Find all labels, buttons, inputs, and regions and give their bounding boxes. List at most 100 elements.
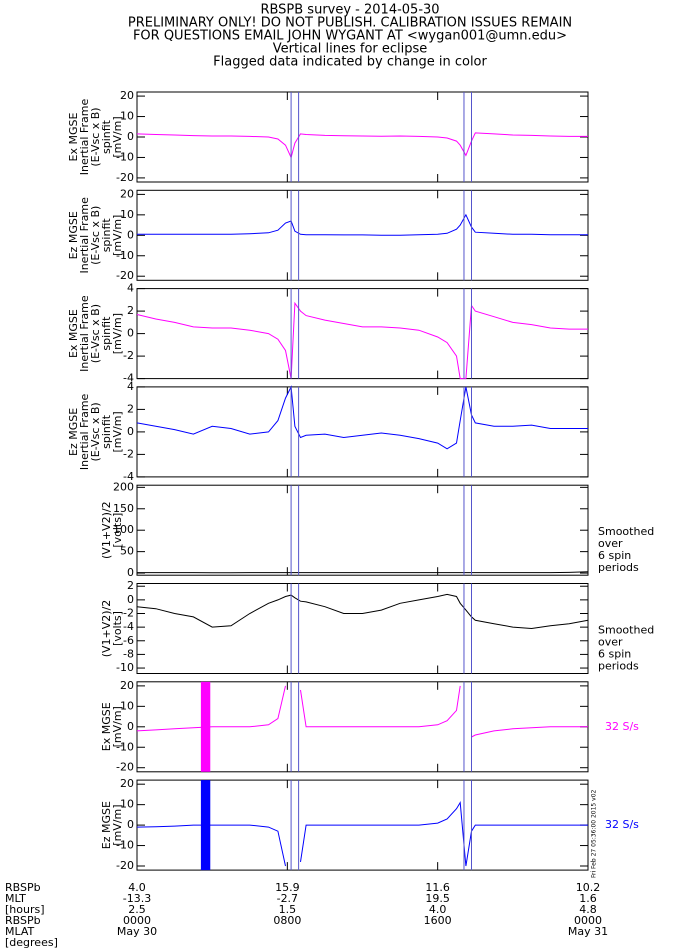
y-axis-label: spinfit — [100, 119, 113, 154]
x-row-value: 15.9 — [275, 881, 300, 894]
x-row-value: 0000 — [574, 914, 602, 927]
x-row-value: 2.5 — [128, 903, 146, 916]
y-tick-label: 0 — [127, 327, 134, 340]
y-axis-label: [mV/m] — [111, 313, 124, 354]
y-tick-label: 2 — [127, 579, 134, 592]
row-label: [hours] — [5, 903, 45, 916]
y-tick-label: -4 — [123, 620, 134, 633]
data-line — [136, 685, 588, 738]
data-line — [137, 213, 588, 236]
y-tick-label: -20 — [116, 269, 134, 282]
y-tick-label: 2 — [127, 402, 134, 415]
x-row-value: 4.8 — [579, 903, 597, 916]
title-line: Vertical lines for eclipse — [273, 42, 428, 57]
y-tick-label: -2 — [123, 349, 134, 362]
data-line — [136, 801, 588, 867]
y-tick-label: -10 — [116, 839, 134, 852]
x-row-value: -2.7 — [277, 892, 298, 905]
y-axis-label: [mV/m] — [111, 706, 124, 747]
y-tick-label: 100 — [113, 523, 134, 536]
y-axis-label: Inertial Frame — [78, 393, 91, 470]
y-axis-label: spinfit — [100, 316, 113, 351]
y-axis-label: Ez MGSE — [67, 211, 80, 259]
y-axis-label: [mV/m] — [111, 116, 124, 157]
y-tick-label: 4 — [127, 380, 134, 393]
data-line — [136, 301, 588, 380]
y-tick-label: 0 — [127, 425, 134, 438]
y-tick-label: 150 — [113, 502, 134, 515]
title-line: RBSPB survey - 2014-05-30 — [260, 3, 439, 18]
y-tick-label: 200 — [113, 480, 134, 493]
title-line: PRELIMINARY ONLY! DO NOT PUBLISH. CALIBR… — [128, 16, 572, 31]
x-row-value: 1.6 — [579, 892, 597, 905]
x-row-value: 0800 — [273, 914, 301, 927]
row-label: RBSPb — [5, 914, 41, 927]
y-axis-label: Ex MGSE — [67, 309, 80, 358]
plot-frame — [136, 583, 589, 674]
y-tick-label: -2 — [123, 447, 134, 460]
timestamp: Fri Feb 27 05:36:00 2015 v02 — [591, 789, 598, 878]
y-tick-label: 0 — [127, 130, 134, 143]
panel-note: periods — [598, 660, 639, 673]
y-axis-label: spinfit — [100, 414, 113, 449]
x-row-value: 4.0 — [429, 903, 447, 916]
title-line: FOR QUESTIONS EMAIL JOHN WYGANT AT <wyga… — [133, 29, 567, 44]
y-tick-label: -20 — [116, 859, 134, 872]
y-axis-label: Ex MGSE — [67, 112, 80, 161]
y-tick-label: -20 — [116, 171, 134, 184]
panel-note: over — [598, 537, 623, 550]
y-axis-label: Ez MGSE — [100, 801, 113, 849]
y-axis-label: [mV/m] — [111, 804, 124, 845]
y-tick-label: 0 — [127, 566, 134, 579]
y-axis-label: [volts] — [111, 611, 124, 646]
row-label: RBSPb — [5, 881, 41, 894]
y-tick-label: 20 — [120, 777, 134, 790]
y-tick-label: -2 — [123, 607, 134, 620]
y-tick-label: 0 — [127, 228, 134, 241]
row-label: MLAT — [5, 925, 35, 938]
y-tick-label: 50 — [120, 545, 134, 558]
x-row-value: 1.5 — [279, 903, 297, 916]
x-row-value: 4.0 — [128, 881, 146, 894]
row-label: [degrees] — [5, 936, 58, 949]
y-tick-label: 4 — [127, 282, 134, 295]
data-line — [137, 571, 589, 574]
y-tick-label: -6 — [123, 634, 134, 647]
y-axis-label: [mV/m] — [111, 411, 124, 452]
y-axis-label: spinfit — [100, 218, 113, 253]
plot-frame — [136, 386, 589, 478]
y-axis-label: Ez MGSE — [67, 408, 80, 456]
panel-note: 32 S/s — [605, 818, 639, 831]
plot-frame — [136, 288, 589, 380]
row-label: MLT — [5, 892, 26, 905]
x-row-value: May 30 — [117, 925, 157, 938]
y-axis-label: (E-Vsc x B) — [89, 304, 102, 363]
panel-note: 6 spin — [598, 648, 631, 661]
title-line: Flagged data indicated by change in colo… — [213, 55, 487, 70]
y-tick-label: 20 — [120, 89, 134, 102]
x-row-value: -13.3 — [123, 892, 151, 905]
panel-note: 6 spin — [598, 549, 631, 562]
y-tick-label: 10 — [120, 798, 134, 811]
panel-note: periods — [598, 561, 639, 574]
x-row-value: 10.2 — [576, 881, 601, 894]
data-line — [136, 385, 588, 450]
y-tick-label: 10 — [120, 208, 134, 221]
y-tick-label: -10 — [116, 740, 134, 753]
y-tick-label: 2 — [127, 304, 134, 317]
data-line — [136, 132, 588, 159]
x-row-value: 1600 — [424, 914, 452, 927]
panel-note: Smoothed — [598, 624, 654, 637]
panel-note: Smoothed — [598, 525, 654, 538]
y-tick-label: -4 — [123, 470, 134, 483]
y-tick-label: -20 — [116, 761, 134, 774]
y-tick-label: 20 — [120, 187, 134, 200]
y-tick-label: -10 — [116, 249, 134, 262]
plot-frame — [136, 484, 589, 576]
y-axis-label: (E-Vsc x B) — [89, 107, 102, 166]
y-tick-label: 0 — [127, 593, 134, 606]
panel-note: 32 S/s — [605, 720, 639, 733]
y-axis-label: (E-Vsc x B) — [89, 206, 102, 265]
x-row-value: 0000 — [123, 914, 151, 927]
